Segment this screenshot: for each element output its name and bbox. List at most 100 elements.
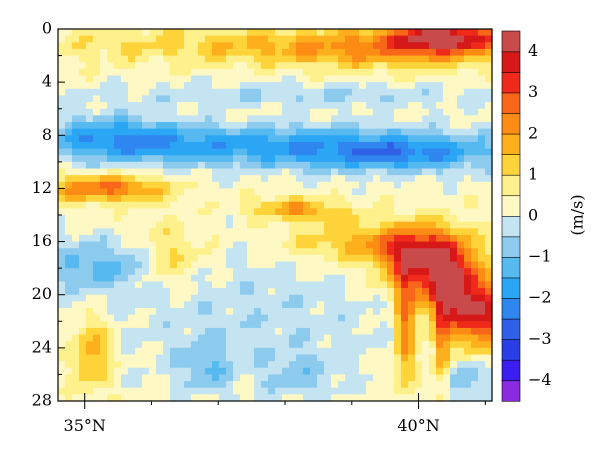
heatmap-cell: [184, 62, 192, 70]
heatmap-cell: [275, 168, 283, 176]
heatmap-cell: [401, 347, 409, 356]
heatmap-cell: [324, 361, 332, 369]
heatmap-cell: [373, 35, 381, 43]
heatmap-cell: [107, 108, 115, 116]
heatmap-cell: [338, 241, 346, 249]
heatmap-cell: [247, 108, 255, 116]
heatmap-cell: [240, 108, 248, 116]
heatmap-cell: [394, 82, 402, 90]
heatmap-cell: [226, 387, 234, 395]
heatmap-cell: [247, 55, 255, 63]
heatmap-cell: [275, 62, 283, 70]
heatmap-cell: [436, 347, 444, 356]
heatmap-cell: [128, 321, 136, 329]
heatmap-cell: [457, 314, 465, 322]
heatmap-cell: [436, 161, 444, 170]
heatmap-cell: [184, 321, 192, 329]
heatmap-cell: [429, 155, 437, 163]
heatmap-cell: [79, 42, 87, 50]
heatmap-cell: [205, 301, 213, 309]
heatmap-cell: [338, 341, 346, 349]
heatmap-cell: [275, 268, 283, 276]
heatmap-cell: [254, 42, 262, 50]
heatmap-cell: [233, 181, 241, 190]
heatmap-cell: [128, 341, 136, 349]
heatmap-cell: [240, 387, 248, 395]
heatmap-cell: [471, 314, 479, 322]
heatmap-cell: [443, 62, 451, 70]
heatmap-cell: [107, 261, 115, 269]
heatmap-cell: [100, 268, 108, 276]
heatmap-cell: [135, 161, 143, 170]
heatmap-cell: [275, 354, 283, 362]
heatmap-cell: [65, 108, 73, 116]
heatmap-cell: [275, 221, 283, 229]
heatmap-cell: [93, 68, 101, 77]
heatmap-cell: [247, 341, 255, 349]
heatmap-cell: [261, 387, 269, 395]
heatmap-cell: [191, 381, 199, 389]
heatmap-cell: [121, 294, 129, 302]
heatmap-cell: [177, 82, 185, 90]
heatmap-cell: [93, 381, 101, 389]
heatmap-cell: [373, 155, 381, 163]
heatmap-cell: [184, 327, 192, 336]
heatmap-cell: [352, 161, 360, 170]
heatmap-cell: [135, 301, 143, 309]
heatmap-cell: [310, 327, 318, 336]
heatmap-cell: [261, 75, 269, 83]
heatmap-cell: [100, 141, 108, 150]
heatmap-cell: [86, 241, 94, 249]
heatmap-cell: [394, 42, 402, 50]
heatmap-cell: [450, 228, 458, 236]
heatmap-cell: [58, 122, 66, 130]
heatmap-cell: [142, 88, 150, 97]
heatmap-cell: [450, 248, 458, 256]
heatmap-cell: [79, 135, 87, 143]
heatmap-cell: [394, 95, 402, 103]
heatmap-cell: [303, 301, 311, 309]
heatmap-cell: [65, 188, 73, 196]
heatmap-cell: [345, 294, 353, 302]
heatmap-cell: [114, 88, 122, 97]
heatmap-cell: [233, 354, 241, 362]
heatmap-cell: [261, 308, 269, 316]
heatmap-cell: [212, 334, 220, 342]
heatmap-cell: [135, 281, 143, 289]
heatmap-cell: [240, 115, 248, 123]
heatmap-cell: [282, 75, 290, 83]
heatmap-cell: [100, 148, 108, 156]
heatmap-cell: [170, 234, 178, 243]
heatmap-cell: [443, 95, 451, 103]
heatmap-cell: [485, 102, 493, 110]
heatmap-cell: [345, 161, 353, 170]
heatmap-cell: [177, 29, 185, 37]
heatmap-cell: [359, 175, 367, 183]
heatmap-cell: [373, 75, 381, 83]
heatmap-cell: [240, 188, 248, 196]
heatmap-cell: [58, 29, 66, 37]
heatmap-cell: [268, 381, 276, 389]
heatmap-cell: [240, 347, 248, 356]
heatmap-cell: [289, 301, 297, 309]
heatmap-cell: [352, 141, 360, 150]
heatmap-cell: [100, 354, 108, 362]
heatmap-cell: [387, 248, 395, 256]
heatmap-cell: [485, 201, 493, 209]
heatmap-cell: [93, 175, 101, 183]
heatmap-cell: [338, 234, 346, 243]
heatmap-cell: [485, 367, 493, 376]
heatmap-cell: [296, 367, 304, 376]
heatmap-cell: [457, 29, 465, 37]
heatmap-cell: [317, 35, 325, 43]
heatmap-cell: [345, 228, 353, 236]
heatmap-cell: [233, 367, 241, 376]
heatmap-cell: [93, 62, 101, 70]
heatmap-cell: [58, 201, 66, 209]
heatmap-cell: [429, 347, 437, 356]
heatmap-cell: [191, 168, 199, 176]
heatmap-cell: [191, 141, 199, 150]
heatmap-cell: [170, 68, 178, 77]
heatmap-cell: [107, 168, 115, 176]
heatmap-cell: [394, 208, 402, 216]
